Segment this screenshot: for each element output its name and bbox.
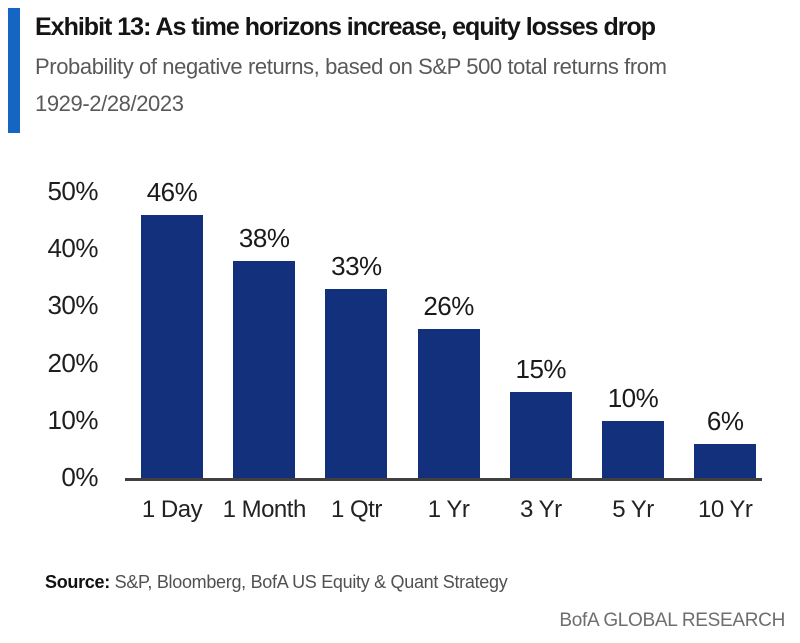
subtitle-line-1: Probability of negative returns, based o… bbox=[35, 54, 667, 79]
bar bbox=[325, 289, 388, 478]
bar-value-label: 6% bbox=[706, 406, 744, 436]
x-axis-line bbox=[125, 478, 762, 481]
bofa-global-research-brand: BofA GLOBAL RESEARCH bbox=[559, 610, 785, 631]
x-tick-label: 5 Yr bbox=[612, 496, 654, 523]
y-tick-label: 30% bbox=[47, 290, 98, 321]
y-tick-label: 20% bbox=[47, 347, 98, 378]
chart-subtitle: Probability of negative returns, based o… bbox=[35, 48, 780, 122]
y-tick-label: 0% bbox=[61, 462, 98, 492]
bar-value-label: 33% bbox=[331, 251, 382, 281]
bar-value-label: 26% bbox=[423, 291, 474, 321]
bar bbox=[417, 329, 480, 478]
bar bbox=[694, 444, 757, 478]
x-tick-label: 3 Yr bbox=[520, 496, 562, 523]
source-label: Source: bbox=[45, 572, 110, 592]
bar-value-label: 10% bbox=[607, 383, 659, 413]
y-tick-label: 50% bbox=[47, 176, 98, 206]
x-tick-label: 1 Day bbox=[141, 496, 203, 523]
source-text: S&P, Bloomberg, BofA US Equity & Quant S… bbox=[109, 572, 508, 592]
subtitle-line-2: 1929-2/28/2023 bbox=[35, 91, 184, 116]
x-tick-label: 1 Qtr bbox=[330, 496, 382, 523]
bar bbox=[509, 392, 572, 478]
chart-title: Exhibit 13: As time horizons increase, e… bbox=[35, 13, 656, 41]
source-note: Source: S&P, Bloomberg, BofA US Equity &… bbox=[45, 572, 508, 593]
title-accent-bar bbox=[8, 8, 20, 133]
bar bbox=[141, 215, 203, 478]
x-tick-label: 1 Yr bbox=[427, 496, 470, 523]
y-tick-label: 40% bbox=[47, 233, 98, 264]
x-tick-label: 1 Month bbox=[222, 496, 307, 523]
bar-value-label: 15% bbox=[515, 354, 567, 384]
x-tick-label: 10 Yr bbox=[697, 496, 753, 523]
bar bbox=[233, 261, 296, 478]
bar-value-label: 46% bbox=[146, 177, 198, 207]
y-tick-label: 10% bbox=[47, 404, 98, 435]
bar bbox=[602, 421, 664, 478]
bar-value-label: 38% bbox=[238, 223, 290, 253]
